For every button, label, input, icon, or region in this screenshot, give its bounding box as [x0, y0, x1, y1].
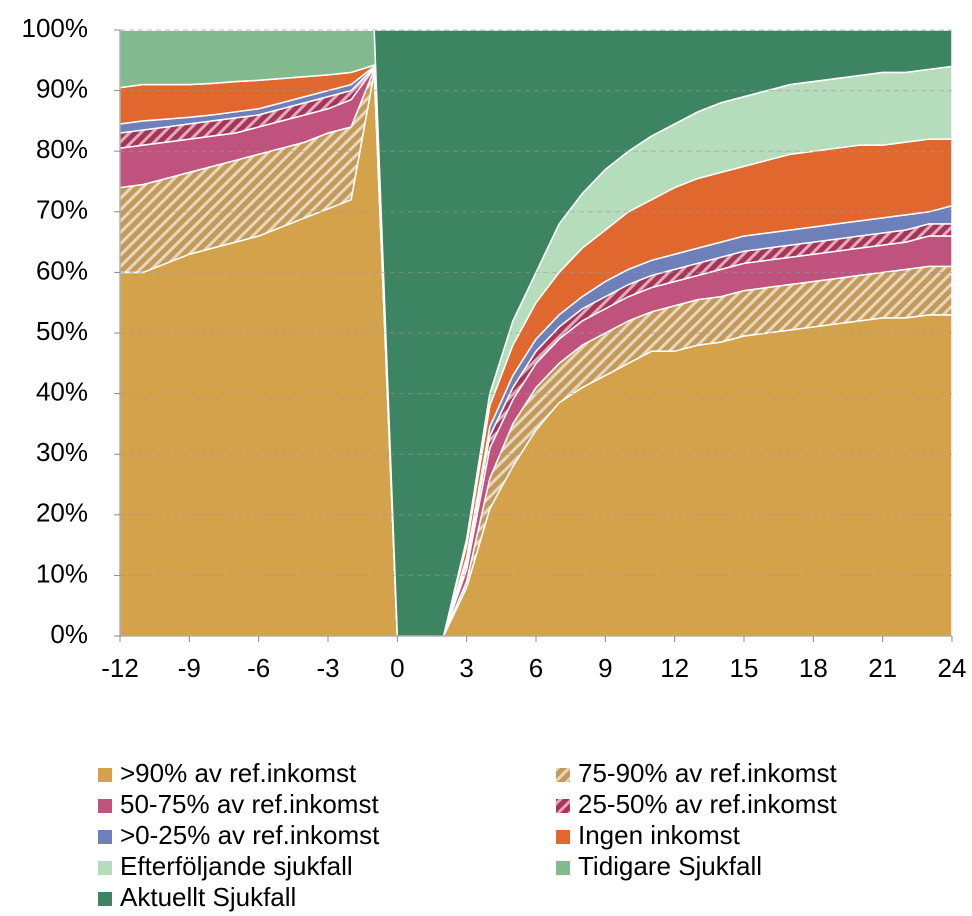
- x-tick-label: 24: [938, 653, 967, 683]
- legend-swatch: [98, 768, 112, 782]
- y-tick-label: 100%: [22, 13, 89, 43]
- x-tick-label: -3: [316, 653, 339, 683]
- legend-swatch: [98, 892, 112, 906]
- y-tick-label: 80%: [36, 134, 88, 164]
- y-tick-label: 70%: [36, 195, 88, 225]
- legend-swatch: [98, 830, 112, 844]
- x-tick-label: 15: [730, 653, 759, 683]
- legend-label: 50-75% av ref.inkomst: [120, 789, 379, 819]
- legend-label: Aktuellt Sjukfall: [120, 882, 296, 912]
- x-tick-label: -9: [178, 653, 201, 683]
- y-tick-label: 60%: [36, 255, 88, 285]
- y-tick-label: 0%: [50, 619, 88, 649]
- y-tick-label: 10%: [36, 558, 88, 588]
- legend-label: Tidigare Sjukfall: [578, 851, 762, 881]
- x-tick-label: -12: [101, 653, 139, 683]
- y-tick-label: 50%: [36, 316, 88, 346]
- y-tick-label: 20%: [36, 498, 88, 528]
- legend-label: >0-25% av ref.inkomst: [120, 820, 380, 850]
- legend-label: Efterföljande sjukfall: [120, 851, 353, 881]
- legend-label: Ingen inkomst: [578, 820, 741, 850]
- y-tick-label: 90%: [36, 73, 88, 103]
- x-tick-label: 3: [459, 653, 473, 683]
- legend-label: 25-50% av ref.inkomst: [578, 789, 837, 819]
- legend-label: 75-90% av ref.inkomst: [578, 758, 837, 788]
- x-tick-label: 6: [529, 653, 543, 683]
- x-tick-label: 9: [598, 653, 612, 683]
- legend-swatch-hatch: [556, 799, 570, 813]
- x-tick-label: 12: [660, 653, 689, 683]
- legend-swatch: [98, 799, 112, 813]
- legend-label: >90% av ref.inkomst: [120, 758, 357, 788]
- x-tick-label: 0: [390, 653, 404, 683]
- x-tick-label: 18: [799, 653, 828, 683]
- y-tick-label: 30%: [36, 437, 88, 467]
- legend-swatch-hatch: [556, 768, 570, 782]
- y-tick-label: 40%: [36, 376, 88, 406]
- legend-swatch: [556, 861, 570, 875]
- legend-swatch: [556, 830, 570, 844]
- x-tick-label: -6: [247, 653, 270, 683]
- legend-swatch: [98, 861, 112, 875]
- x-tick-label: 21: [868, 653, 897, 683]
